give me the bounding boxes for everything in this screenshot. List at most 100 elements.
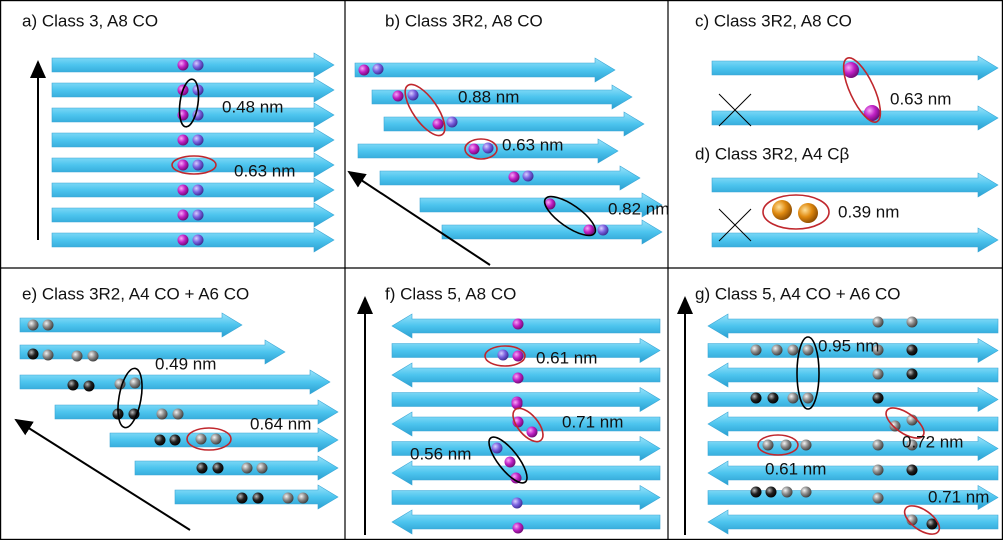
beta-strand [708,510,998,534]
atom [170,435,181,446]
atom [237,493,248,504]
beta-strand [712,173,998,197]
beta-strand [384,112,644,136]
atom [43,320,54,331]
axis-arrow [349,172,490,265]
atom [513,319,524,330]
beta-strand [708,314,998,338]
atom [788,393,799,404]
atom [505,457,516,468]
atom [890,421,901,432]
beta-strand [442,220,662,244]
distance-label: 0.39 nm [838,202,899,221]
atom [447,117,458,128]
atom [492,443,503,454]
beta-strand [392,339,660,363]
atom [803,345,814,356]
atom [513,351,524,362]
atom [907,369,918,380]
distance-label: 0.63 nm [234,161,295,180]
atom [772,345,783,356]
panel-label: b) Class 3R2, A8 CO [385,11,543,30]
atom [788,345,799,356]
atom [766,487,777,498]
atom [907,465,918,476]
atom [178,60,189,71]
panel-borders [0,0,1003,540]
atom [781,440,792,451]
atom [433,119,444,130]
atom [178,210,189,221]
atom [803,393,814,404]
distance-label: 0.56 nm [410,444,471,463]
atom [772,200,792,220]
distance-label: 0.95 nm [818,336,879,355]
beta-strand [355,58,615,82]
atom [843,62,859,78]
distance-label: 0.48 nm [222,97,283,116]
atom [523,171,534,182]
atom [513,523,524,534]
atom [782,487,793,498]
atom [157,409,168,420]
distance-label: 0.64 nm [250,414,311,433]
distance-ellipse [398,79,452,142]
atom [72,351,83,362]
atom [173,409,184,420]
beta-strand [708,461,998,485]
atom [483,143,494,154]
atom [873,393,884,404]
atom [43,350,54,361]
beta-strand [392,314,660,338]
beta-strand [135,456,338,480]
atom [469,144,480,155]
distance-label: 0.49 nm [155,354,216,373]
atom [68,380,79,391]
atom [130,378,141,389]
atom [527,427,538,438]
atom [751,487,762,498]
atom [193,160,204,171]
atom [257,463,268,474]
beta-strand [712,228,998,252]
atom [801,440,812,451]
beta-strand [392,510,660,534]
atom [408,90,419,101]
distance-label: 0.88 nm [458,87,519,106]
atom [28,320,39,331]
atom [178,185,189,196]
atom [193,210,204,221]
atom [873,369,884,380]
atom [88,351,99,362]
distance-label: 0.71 nm [562,412,623,431]
distance-label: 0.63 nm [502,135,563,154]
panel-label: a) Class 3, A8 CO [22,11,158,30]
atom [193,60,204,71]
atom [211,434,222,445]
atom [509,172,520,183]
beta-strand [392,363,660,387]
beta-strand [20,370,330,394]
atom [178,160,189,171]
atom [193,235,204,246]
distance-label: 0.71 nm [928,487,989,506]
atom [84,381,95,392]
beta-strand [392,388,660,412]
distance-label: 0.61 nm [536,348,597,367]
beta-strand [712,106,998,130]
beta-strand [20,340,285,364]
beta-strand [392,486,660,510]
atom [873,465,884,476]
beta-strand [708,363,998,387]
atom [193,185,204,196]
atom [393,91,404,102]
distance-label: 0.63 nm [890,89,951,108]
atom [907,345,918,356]
atom [873,440,884,451]
atom [873,317,884,328]
panel-label: g) Class 5, A4 CO + A6 CO [695,284,901,303]
atom [155,435,166,446]
atom [213,463,224,474]
atom [798,203,818,223]
atom [598,225,609,236]
